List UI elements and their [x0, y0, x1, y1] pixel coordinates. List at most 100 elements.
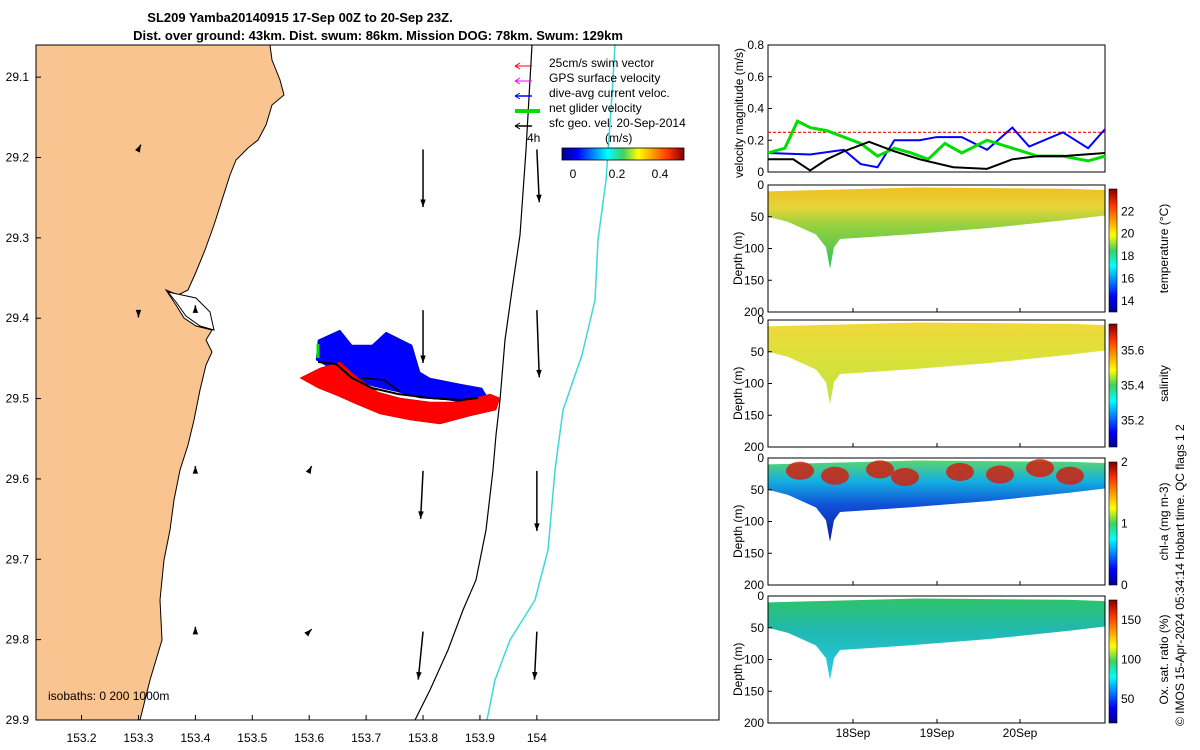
- map-ytick-label: 29.8: [6, 633, 30, 647]
- current-vector-head: [536, 369, 542, 378]
- section-colorbar: [1108, 188, 1118, 313]
- velocity-ticks: 0 0.2 0.4 0.6 0.8: [747, 38, 772, 179]
- map-ytick-label: 29.3: [6, 231, 30, 245]
- current-vector-head: [536, 194, 542, 203]
- current-vector-head: [305, 466, 312, 475]
- speed-colorbar-title: (m/s): [605, 131, 632, 145]
- legend-label-net: net glider velocity: [549, 101, 642, 115]
- section-panel: 0 50 100 150 200 Depth (m) 14 16 18 20 22 temperatu…: [731, 178, 1171, 319]
- section-ytick-label: 50: [751, 210, 765, 224]
- current-vector: [536, 149, 541, 203]
- velocity-ytick-label: 0: [757, 165, 764, 179]
- legend-arrow-current: [514, 92, 521, 100]
- current-vector-head: [304, 629, 312, 637]
- title-line1: SL209 Yamba20140915 17-Sep 00Z to 20-Sep…: [147, 10, 452, 25]
- section-colorbar-tick: 16: [1121, 271, 1135, 285]
- map-ytick-label: 29.6: [6, 472, 30, 486]
- river-inlet: [166, 291, 215, 331]
- section-ytick-label: 100: [744, 377, 764, 391]
- section-ytick-label: 150: [744, 273, 764, 287]
- glider-track-secondary: [361, 377, 401, 393]
- current-vector: [536, 310, 541, 378]
- section-ytick-label: 150: [744, 408, 764, 422]
- chl-maximum-patch: [946, 462, 974, 481]
- section-colorbar-tick: 2: [1121, 455, 1128, 469]
- velocity-panel: 0 0.2 0.4 0.6 0.8 velocity magnitude (m/s): [732, 38, 1106, 179]
- map-legend: 25cm/s swim vector GPS surface velocity …: [514, 56, 686, 145]
- map-xtick-label: 153.2: [67, 731, 97, 745]
- map-xtick-label: 153.8: [408, 731, 438, 745]
- legend-label-geo: sfc geo. vel. 20-Sep-2014: [549, 116, 686, 130]
- section-colorbar-label: temperature (°C): [1157, 204, 1171, 294]
- land-area: [36, 45, 285, 720]
- copyright-label: © IMOS 15-Apr-2024 05:34:14 Hobart time.…: [1173, 424, 1187, 726]
- section-ytick-label: 0: [757, 451, 764, 465]
- current-vector: [419, 470, 424, 519]
- map-panel: 153.2 153.3 153.4 153.5 153.6 153.7 153.8 153.9…: [6, 44, 720, 745]
- map-xtick-label: 154: [527, 731, 547, 745]
- section-ytick-label: 200: [744, 578, 764, 592]
- legend-arrow-swim: [514, 62, 521, 70]
- current-vectors: [135, 144, 542, 680]
- velocity-ytick-label: 0.2: [747, 133, 764, 147]
- section-colorbar-tick: 35.4: [1121, 379, 1145, 393]
- title-line2: Dist. over ground: 43km. Dist. swum: 86k…: [133, 28, 623, 43]
- section-colorbar-label: chl-a (mg m-3): [1157, 482, 1171, 560]
- section-colorbar-tick: 1: [1121, 517, 1128, 531]
- section-ytick-label: 50: [751, 345, 765, 359]
- section-panel: 0 50 100 150 200 Depth (m) 0 1 2 chl-a (mg m-3): [731, 451, 1171, 592]
- speed-colorbar: (m/s) 0 0.2 0.4: [561, 131, 685, 181]
- section-xtick-label: 18Sep: [836, 726, 871, 740]
- section-ylabel: Depth (m): [731, 643, 745, 696]
- section-data-fill: [768, 598, 1105, 680]
- section-colorbar-tick: 35.2: [1121, 414, 1145, 428]
- chl-maximum-patch: [891, 468, 919, 487]
- section-ytick-label: 150: [744, 546, 764, 560]
- section-colorbar-tick: 14: [1121, 294, 1135, 308]
- section-colorbar: [1108, 461, 1118, 586]
- section-xtick-label: 19Sep: [920, 726, 955, 740]
- velocity-lines: [767, 119, 1106, 172]
- legend-arrow-gps: [514, 77, 521, 85]
- current-vector-head: [416, 671, 422, 680]
- speed-colorbar-tick-1: 0.2: [609, 167, 626, 181]
- current-vector-head: [420, 199, 426, 208]
- section-data-fill: [768, 322, 1105, 404]
- map-xtick-label: 153.5: [237, 731, 267, 745]
- section-ytick-label: 100: [744, 242, 764, 256]
- map-ytick-label: 29.4: [6, 311, 30, 325]
- map-ytick-label: 29.9: [6, 713, 30, 727]
- chl-maximum-patch: [866, 460, 894, 479]
- glider-track: [317, 361, 479, 402]
- section-colorbar-tick: 150: [1121, 613, 1141, 627]
- chl-maximum-patch: [786, 461, 814, 480]
- speed-colorbar-bar: [561, 147, 685, 161]
- current-vector-head: [192, 466, 199, 474]
- map-axes-box: [35, 44, 720, 721]
- current-vector-head: [534, 523, 540, 531]
- section-panel: 0 50 100 150 200 Depth (m) 35.2 35.4 35.6 salinit…: [731, 313, 1171, 454]
- map-xtick-label: 153.6: [294, 731, 324, 745]
- map-ytick-label: 29.5: [6, 392, 30, 406]
- chl-maximum-patch: [1056, 466, 1084, 485]
- section-data-fill: [768, 460, 1105, 542]
- map-ticks: 153.2 153.3 153.4 153.5 153.6 153.7 153.8 153.9…: [6, 70, 548, 745]
- legend-label-swim: 25cm/s swim vector: [549, 56, 654, 70]
- isobaths-label: isobaths: 0 200 1000m: [48, 689, 169, 703]
- section-ylabel: Depth (m): [731, 367, 745, 420]
- current-vector: [417, 631, 424, 680]
- current-vector-head: [192, 626, 199, 635]
- section-ylabel: Depth (m): [731, 505, 745, 558]
- map-xtick-label: 153.7: [351, 731, 381, 745]
- velocity-series-line: [767, 126, 1106, 169]
- section-ytick-label: 100: [744, 515, 764, 529]
- legend-arrow-geo: [514, 122, 521, 130]
- map-xtick-label: 153.9: [465, 731, 495, 745]
- section-colorbar-tick: 35.6: [1121, 343, 1145, 357]
- legend-label-gps: GPS surface velocity: [549, 71, 660, 85]
- section-ytick-label: 200: [744, 305, 764, 319]
- section-colorbar-label: Ox. sat. ratio (%): [1157, 614, 1171, 704]
- map-ytick-label: 29.1: [6, 70, 30, 84]
- section-ytick-label: 0: [757, 313, 764, 327]
- chl-maximum-patch: [1026, 459, 1054, 478]
